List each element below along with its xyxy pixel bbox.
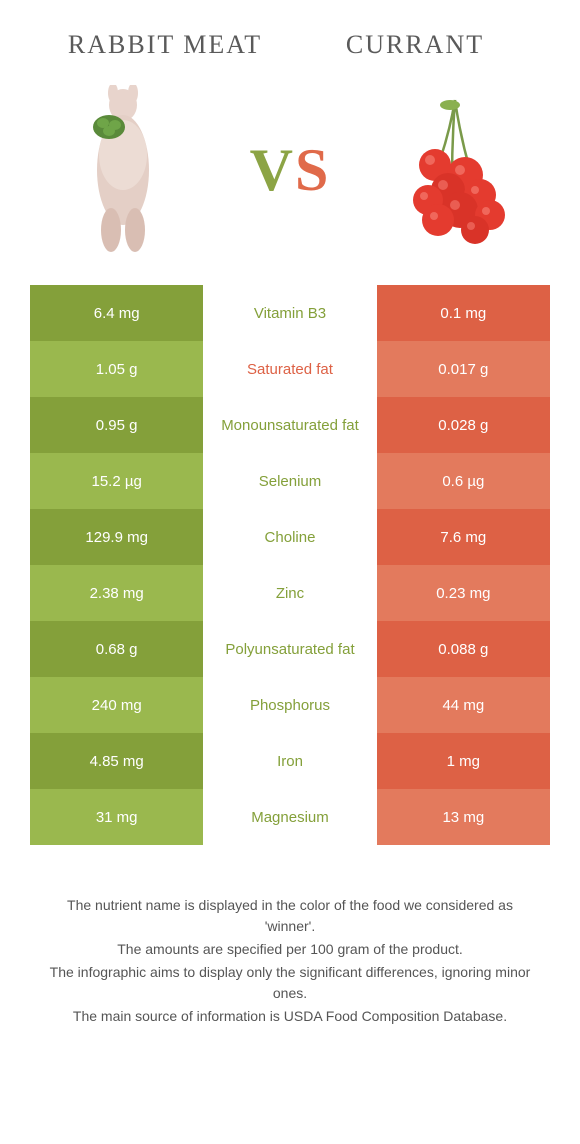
nutrient-name: Saturated fat bbox=[203, 341, 376, 397]
footer-line-2: The amounts are specified per 100 gram o… bbox=[40, 939, 540, 960]
right-food-title: Currant bbox=[290, 30, 540, 60]
right-value: 0.23 mg bbox=[377, 565, 550, 621]
nutrient-row: 129.9 mgCholine7.6 mg bbox=[30, 509, 550, 565]
nutrient-name: Choline bbox=[203, 509, 376, 565]
nutrient-name: Monounsaturated fat bbox=[203, 397, 376, 453]
right-value: 44 mg bbox=[377, 677, 550, 733]
currant-image bbox=[380, 80, 530, 260]
left-food-title: Rabbit meat bbox=[40, 30, 290, 60]
nutrient-row: 31 mgMagnesium13 mg bbox=[30, 789, 550, 845]
footer-line-1: The nutrient name is displayed in the co… bbox=[40, 895, 540, 937]
footer-notes: The nutrient name is displayed in the co… bbox=[30, 845, 550, 1027]
nutrient-row: 4.85 mgIron1 mg bbox=[30, 733, 550, 789]
left-value: 1.05 g bbox=[30, 341, 203, 397]
left-value: 31 mg bbox=[30, 789, 203, 845]
rabbit-meat-image bbox=[50, 80, 200, 260]
nutrient-name: Selenium bbox=[203, 453, 376, 509]
left-value: 6.4 mg bbox=[30, 285, 203, 341]
vs-label: VS bbox=[200, 136, 380, 205]
nutrient-name: Polyunsaturated fat bbox=[203, 621, 376, 677]
right-value: 0.088 g bbox=[377, 621, 550, 677]
right-value: 7.6 mg bbox=[377, 509, 550, 565]
infographic-container: Rabbit meat Currant VS bbox=[0, 0, 580, 1049]
nutrient-row: 0.68 gPolyunsaturated fat0.088 g bbox=[30, 621, 550, 677]
vs-s-letter: S bbox=[295, 137, 330, 203]
header-row: Rabbit meat Currant bbox=[30, 30, 550, 80]
right-value: 0.028 g bbox=[377, 397, 550, 453]
left-value: 15.2 µg bbox=[30, 453, 203, 509]
right-value: 0.017 g bbox=[377, 341, 550, 397]
right-value: 0.1 mg bbox=[377, 285, 550, 341]
nutrient-row: 1.05 gSaturated fat0.017 g bbox=[30, 341, 550, 397]
nutrient-row: 240 mgPhosphorus44 mg bbox=[30, 677, 550, 733]
footer-line-3: The infographic aims to display only the… bbox=[40, 962, 540, 1004]
nutrient-row: 2.38 mgZinc0.23 mg bbox=[30, 565, 550, 621]
vs-v-letter: V bbox=[250, 137, 295, 203]
nutrient-table: 6.4 mgVitamin B30.1 mg1.05 gSaturated fa… bbox=[30, 285, 550, 845]
images-row: VS bbox=[30, 80, 550, 285]
nutrient-name: Iron bbox=[203, 733, 376, 789]
footer-line-4: The main source of information is USDA F… bbox=[40, 1006, 540, 1027]
left-value: 2.38 mg bbox=[30, 565, 203, 621]
left-value: 0.95 g bbox=[30, 397, 203, 453]
right-value: 0.6 µg bbox=[377, 453, 550, 509]
left-value: 0.68 g bbox=[30, 621, 203, 677]
left-value: 240 mg bbox=[30, 677, 203, 733]
nutrient-row: 6.4 mgVitamin B30.1 mg bbox=[30, 285, 550, 341]
right-value: 13 mg bbox=[377, 789, 550, 845]
nutrient-row: 15.2 µgSelenium0.6 µg bbox=[30, 453, 550, 509]
nutrient-name: Phosphorus bbox=[203, 677, 376, 733]
left-value: 4.85 mg bbox=[30, 733, 203, 789]
right-value: 1 mg bbox=[377, 733, 550, 789]
nutrient-name: Vitamin B3 bbox=[203, 285, 376, 341]
nutrient-name: Magnesium bbox=[203, 789, 376, 845]
nutrient-name: Zinc bbox=[203, 565, 376, 621]
nutrient-row: 0.95 gMonounsaturated fat0.028 g bbox=[30, 397, 550, 453]
left-value: 129.9 mg bbox=[30, 509, 203, 565]
